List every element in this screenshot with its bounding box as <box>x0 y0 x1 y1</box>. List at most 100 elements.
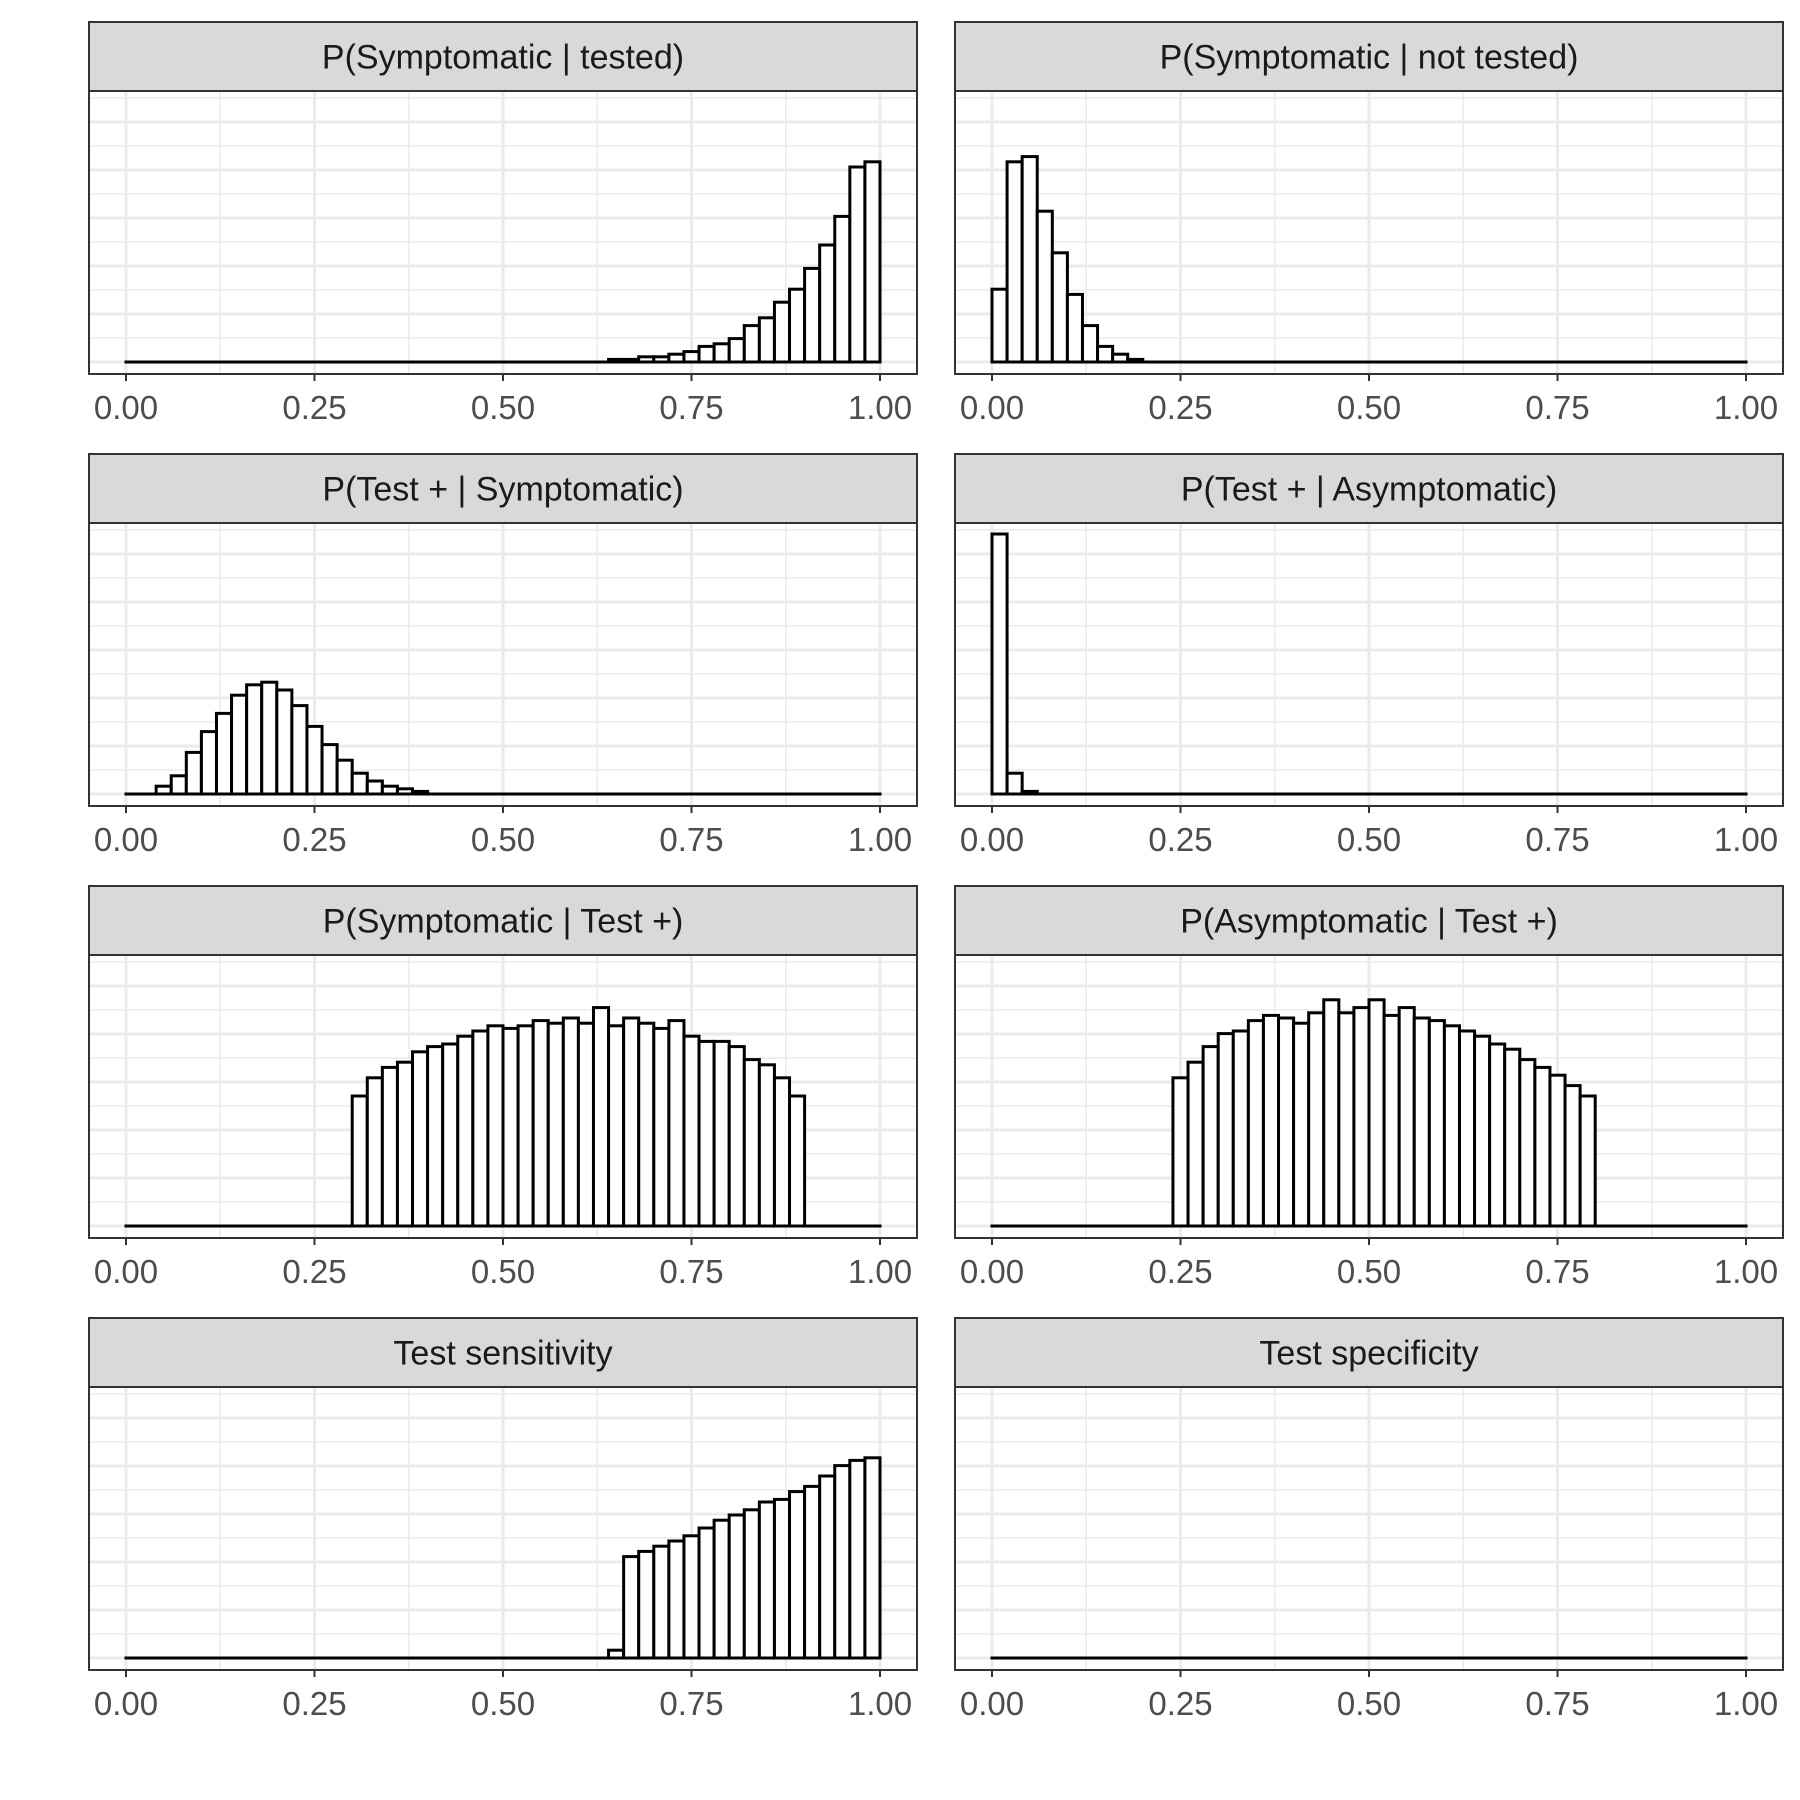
x-tick-label: 0.00 <box>94 389 158 426</box>
x-tick-label: 1.00 <box>848 821 912 858</box>
x-tick-label: 0.25 <box>1148 821 1212 858</box>
histogram-bar <box>1096 344 1115 364</box>
facet-title: P(Test + | Symptomatic) <box>322 471 683 509</box>
facet-strip <box>954 1317 1784 1388</box>
x-tick-label: 1.00 <box>1714 389 1778 426</box>
histogram-bar <box>1201 1045 1220 1228</box>
x-tick-label: 0.00 <box>960 1253 1024 1290</box>
x-tick-label: 0.50 <box>471 1253 535 1290</box>
x-tick-label: 0.25 <box>1148 1685 1212 1722</box>
histogram-bar <box>290 704 309 796</box>
histogram-bar <box>1035 209 1054 364</box>
histogram-bars <box>990 998 1748 1228</box>
x-tick-label: 0.50 <box>1337 1685 1401 1722</box>
histogram-bar <box>1427 1019 1446 1228</box>
histogram-bar <box>667 1539 686 1660</box>
histogram-bar <box>833 1464 852 1660</box>
histogram-bar <box>682 350 701 364</box>
x-tick-label: 0.00 <box>94 1253 158 1290</box>
facet-panel: Test sensitivity 0.00 0.25 0.50 0.75 1.00 <box>88 1317 918 1722</box>
histogram-bar <box>441 1042 460 1228</box>
histogram-bar <box>803 1484 822 1660</box>
histogram-bar <box>863 1456 882 1660</box>
histogram-bar <box>456 1034 475 1228</box>
histogram-bar <box>486 1024 505 1228</box>
histogram-bar <box>1111 352 1130 364</box>
x-tick-label: 0.75 <box>1525 389 1589 426</box>
histogram-bar <box>697 344 716 364</box>
x-tick-label: 0.00 <box>960 389 1024 426</box>
histogram-bar <box>1277 1016 1296 1228</box>
histogram-bar <box>667 352 686 364</box>
histogram-bar <box>772 1076 792 1228</box>
histogram-bar <box>772 300 792 364</box>
x-tick-label: 0.75 <box>659 1253 723 1290</box>
facet-title: P(Symptomatic | tested) <box>322 39 684 77</box>
histogram-bar <box>757 1063 776 1228</box>
histogram-bar <box>411 1050 430 1228</box>
x-tick-label: 0.75 <box>1525 821 1589 858</box>
histogram-bar <box>1292 1021 1311 1228</box>
histogram-bar <box>501 1026 520 1228</box>
histogram-bar <box>1065 292 1084 364</box>
x-tick-label: 0.50 <box>471 821 535 858</box>
histogram-bar <box>833 214 852 364</box>
histogram-bar <box>591 1006 611 1228</box>
histogram-bar <box>652 355 671 364</box>
histogram-bar <box>214 711 234 796</box>
histogram-bar <box>365 1076 384 1228</box>
histogram-bar <box>607 1024 626 1228</box>
histogram-bar <box>1261 1013 1281 1228</box>
histogram-bar <box>607 357 626 364</box>
histogram-bar <box>169 774 188 796</box>
x-tick-label: 1.00 <box>1714 1685 1778 1722</box>
histogram-bar <box>757 1500 776 1660</box>
histogram-bar <box>1020 155 1039 364</box>
histogram-bar <box>1382 1013 1401 1228</box>
histogram-bar <box>1307 1011 1326 1228</box>
x-tick-label: 1.00 <box>848 1685 912 1722</box>
histogram-bar <box>1442 1024 1461 1228</box>
histogram-bar <box>1397 1006 1416 1228</box>
histogram-bar <box>320 743 339 796</box>
histogram-bar <box>245 683 264 796</box>
x-tick-label: 0.75 <box>659 1685 723 1722</box>
histogram-bar <box>1548 1073 1567 1228</box>
histogram-bar <box>1080 324 1100 364</box>
histogram-bar <box>803 266 822 364</box>
histogram-bar <box>1533 1065 1552 1228</box>
histogram-bar <box>990 287 1009 364</box>
facet-panel: P(Test + | Asymptomatic) 0.00 0.25 0.50 0.75… <box>954 453 1784 858</box>
histogram-bar <box>818 243 837 364</box>
histogram-bar <box>199 730 218 796</box>
facet-title: P(Symptomatic | not tested) <box>1160 39 1579 77</box>
histogram-bar <box>516 1024 535 1228</box>
histogram-bar <box>365 779 384 796</box>
histogram-bar <box>682 1534 701 1660</box>
facet-strip <box>88 885 918 956</box>
histogram-bar <box>426 1045 445 1228</box>
histogram-bar <box>1050 251 1069 364</box>
histogram-bar <box>848 165 867 364</box>
histogram-bar <box>411 789 430 796</box>
histogram-bar <box>184 750 203 796</box>
facet-panel: Test specificity 0.00 0.25 0.50 0.75 1.00 <box>954 1317 1784 1722</box>
histogram-bar <box>818 1474 837 1660</box>
histogram-bars <box>990 532 1748 796</box>
gridlines <box>955 1387 1783 1670</box>
histogram-bars <box>990 155 1748 364</box>
facet-title: Test specificity <box>1259 1335 1478 1373</box>
histogram-bar <box>622 1555 641 1660</box>
x-tick-label: 0.25 <box>1148 389 1212 426</box>
histogram-bar <box>1126 357 1145 364</box>
facet-title: P(Asymptomatic | Test +) <box>1180 903 1558 941</box>
histogram-bar <box>788 287 807 364</box>
histogram-bar <box>712 1039 731 1228</box>
gridlines <box>955 523 1783 806</box>
histogram-bar <box>1246 1019 1265 1228</box>
histogram-bars <box>124 1456 882 1660</box>
x-tick-label: 0.00 <box>960 1685 1024 1722</box>
histogram-bar <box>637 1021 656 1228</box>
histogram-bar <box>607 1648 626 1660</box>
